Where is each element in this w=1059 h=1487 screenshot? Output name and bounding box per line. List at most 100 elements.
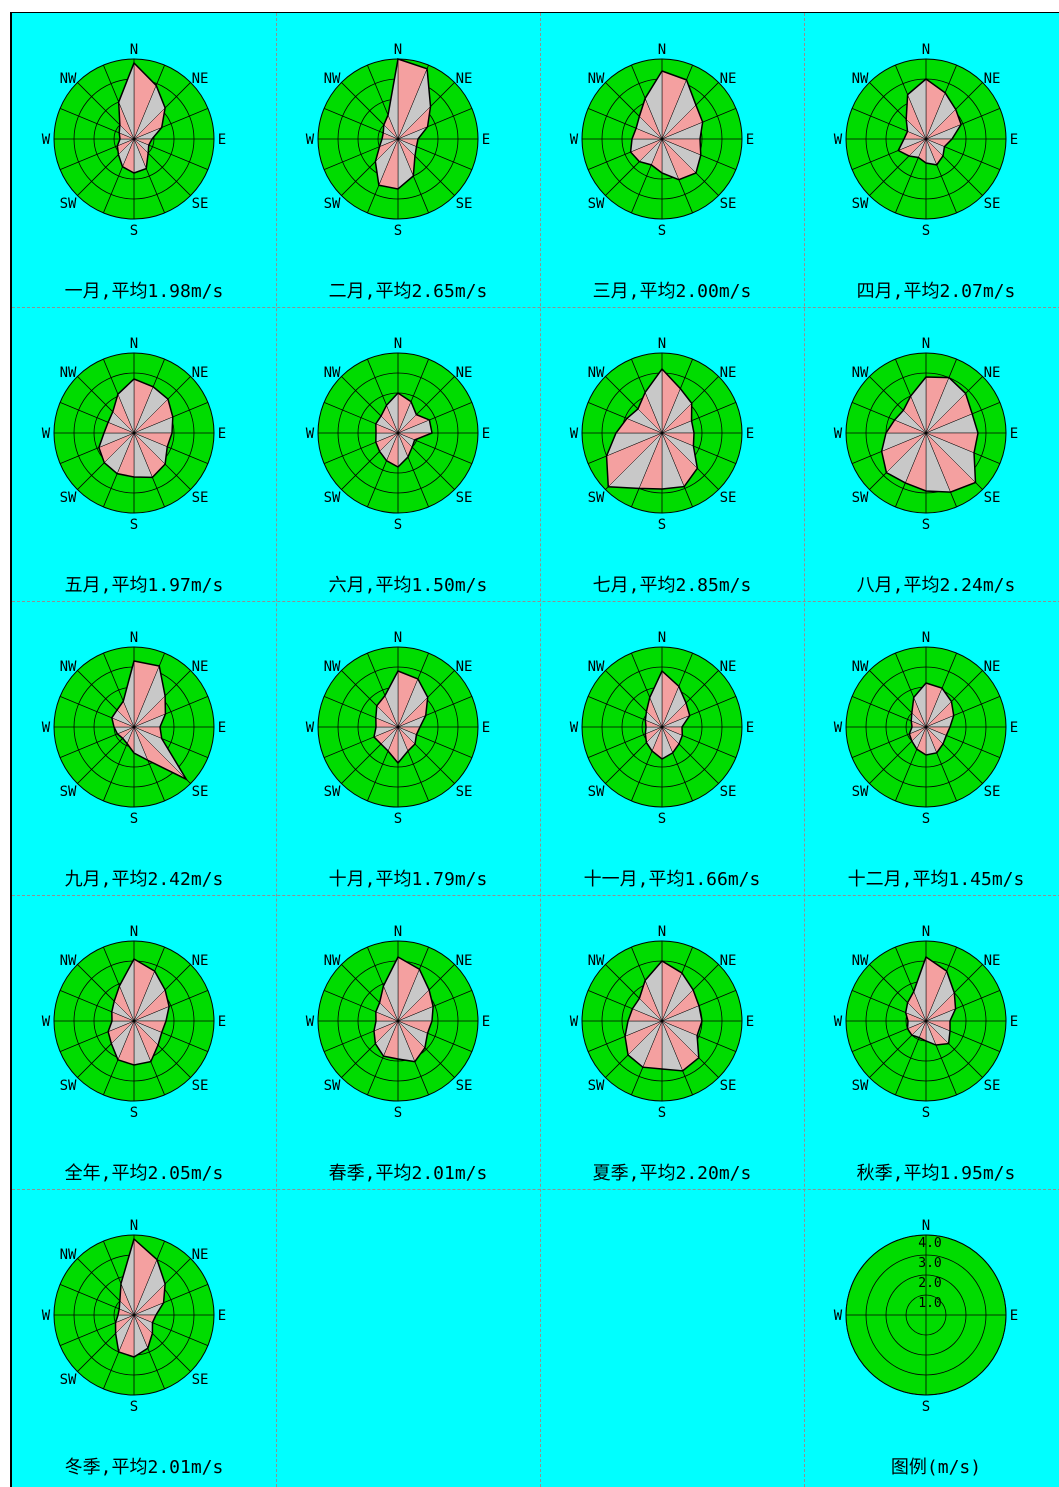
compass-label-se: SE <box>456 490 473 506</box>
wind-rose-outline <box>98 378 174 479</box>
compass-label-e: E <box>746 720 754 736</box>
wind-rose-caption: 三月,平均2.00m/s <box>592 281 752 302</box>
compass-label-nw: NW <box>852 953 869 969</box>
compass-label-ne: NE <box>192 1247 209 1263</box>
compass-label-n: N <box>394 630 402 646</box>
compass-label-ne: NE <box>192 953 209 969</box>
wind-rose-outline <box>605 367 699 490</box>
compass-label-n: N <box>130 42 138 58</box>
wind-rose-outline <box>624 960 703 1072</box>
compass-label-se: SE <box>984 196 1001 212</box>
grid-separator-horizontal <box>12 1189 1059 1190</box>
compass-label-ne: NE <box>192 71 209 87</box>
compass-label-e: E <box>1010 1308 1018 1324</box>
compass-label-se: SE <box>192 1372 209 1388</box>
compass-label-w: W <box>570 720 579 736</box>
compass-label-w: W <box>42 720 51 736</box>
compass-label-nw: NW <box>60 659 77 675</box>
compass-label-sw: SW <box>588 196 605 212</box>
compass-label-se: SE <box>720 490 737 506</box>
wind-rose-panel: N S E W NE NW SE SW 六月,平均1.50m/s <box>276 307 540 601</box>
compass-label-sw: SW <box>588 1078 605 1094</box>
wind-rose-panel: N S E W NE NW SE SW 十二月,平均1.45m/s <box>804 601 1059 895</box>
wind-rose-caption: 全年,平均2.05m/s <box>64 1163 224 1184</box>
compass-label-w: W <box>306 1014 315 1030</box>
compass-label-w: W <box>834 426 843 442</box>
compass-label-w: W <box>42 426 51 442</box>
compass-label-e: E <box>482 720 490 736</box>
compass-label-n: N <box>922 336 930 352</box>
compass-label-s: S <box>130 223 138 239</box>
compass-label-ne: NE <box>456 71 473 87</box>
wind-rose-outline <box>114 1237 166 1358</box>
wind-rose-caption: 九月,平均2.42m/s <box>64 869 224 890</box>
compass-label-s: S <box>658 223 666 239</box>
compass-label-ne: NE <box>720 71 737 87</box>
legend-caption: 图例(m/s) <box>890 1457 982 1478</box>
grid-separator-horizontal <box>12 601 1059 602</box>
compass-label-e: E <box>482 1014 490 1030</box>
compass-label-e: E <box>218 720 226 736</box>
compass-label-n: N <box>394 336 402 352</box>
compass-label-sw: SW <box>60 1372 77 1388</box>
wind-rose-caption: 二月,平均2.65m/s <box>328 281 488 302</box>
wind-rose-caption: 春季,平均2.01m/s <box>328 1163 488 1184</box>
wind-rose-caption: 一月,平均1.98m/s <box>64 281 224 302</box>
wind-rose-panel: N S E W NE NW SE SW 十月,平均1.79m/s <box>276 601 540 895</box>
compass-label-n: N <box>394 42 402 58</box>
compass-label-w: W <box>834 1308 843 1324</box>
compass-label-nw: NW <box>60 365 77 381</box>
wind-rose-caption: 六月,平均1.50m/s <box>328 575 488 596</box>
compass-label-n: N <box>658 42 666 58</box>
compass-label-se: SE <box>192 196 209 212</box>
compass-label-s: S <box>922 1105 930 1121</box>
compass-label-s: S <box>658 811 666 827</box>
compass-label-se: SE <box>984 1078 1001 1094</box>
compass-label-w: W <box>834 720 843 736</box>
compass-label-sw: SW <box>60 490 77 506</box>
compass-label-sw: SW <box>852 784 869 800</box>
wind-rose-outline <box>904 955 957 1046</box>
compass-label-n: N <box>922 924 930 940</box>
compass-label-se: SE <box>720 196 737 212</box>
compass-label-w: W <box>42 1308 51 1324</box>
grid-separator-vertical <box>276 13 277 1487</box>
wind-rose-panel: N S E W NE NW SE SW 八月,平均2.24m/s <box>804 307 1059 601</box>
legend-chart: 1.0 2.0 3.0 4.0 N S E W <box>834 1218 1018 1415</box>
compass-label-se: SE <box>720 784 737 800</box>
legend-scale-label: 4.0 <box>918 1236 941 1251</box>
wind-rose-panel: N S E W NE NW SE SW 九月,平均2.42m/s <box>12 601 276 895</box>
compass-label-n: N <box>922 1218 930 1234</box>
compass-label-sw: SW <box>60 784 77 800</box>
wind-rose-grid: N S E W NE NW SE SW 一月,平均1.98m/s N S E W NE NW SE SW 二月,平… <box>10 12 1059 1487</box>
compass-label-s: S <box>130 517 138 533</box>
compass-label-nw: NW <box>852 71 869 87</box>
compass-label-e: E <box>1010 720 1018 736</box>
compass-label-w: W <box>306 720 315 736</box>
compass-label-sw: SW <box>324 490 341 506</box>
wind-rose-outline <box>629 70 704 181</box>
compass-label-s: S <box>130 1105 138 1121</box>
wind-rose-panel: N S E W NE NW SE SW 全年,平均2.05m/s <box>12 895 276 1189</box>
compass-label-n: N <box>130 630 138 646</box>
compass-label-s: S <box>658 517 666 533</box>
compass-label-ne: NE <box>720 659 737 675</box>
wind-rose-caption: 冬季,平均2.01m/s <box>64 1457 224 1478</box>
compass-label-nw: NW <box>60 1247 77 1263</box>
compass-label-e: E <box>1010 1014 1018 1030</box>
compass-label-sw: SW <box>852 1078 869 1094</box>
compass-label-nw: NW <box>324 365 341 381</box>
compass-label-s: S <box>394 811 402 827</box>
compass-label-n: N <box>922 42 930 58</box>
legend-scale-label: 1.0 <box>918 1296 941 1311</box>
wind-rose-panel: N S E W NE NW SE SW 二月,平均2.65m/s <box>276 13 540 307</box>
compass-label-se: SE <box>192 490 209 506</box>
wind-rose-panel: N S E W NE NW SE SW 秋季,平均1.95m/s <box>804 895 1059 1189</box>
compass-label-e: E <box>218 1308 226 1324</box>
